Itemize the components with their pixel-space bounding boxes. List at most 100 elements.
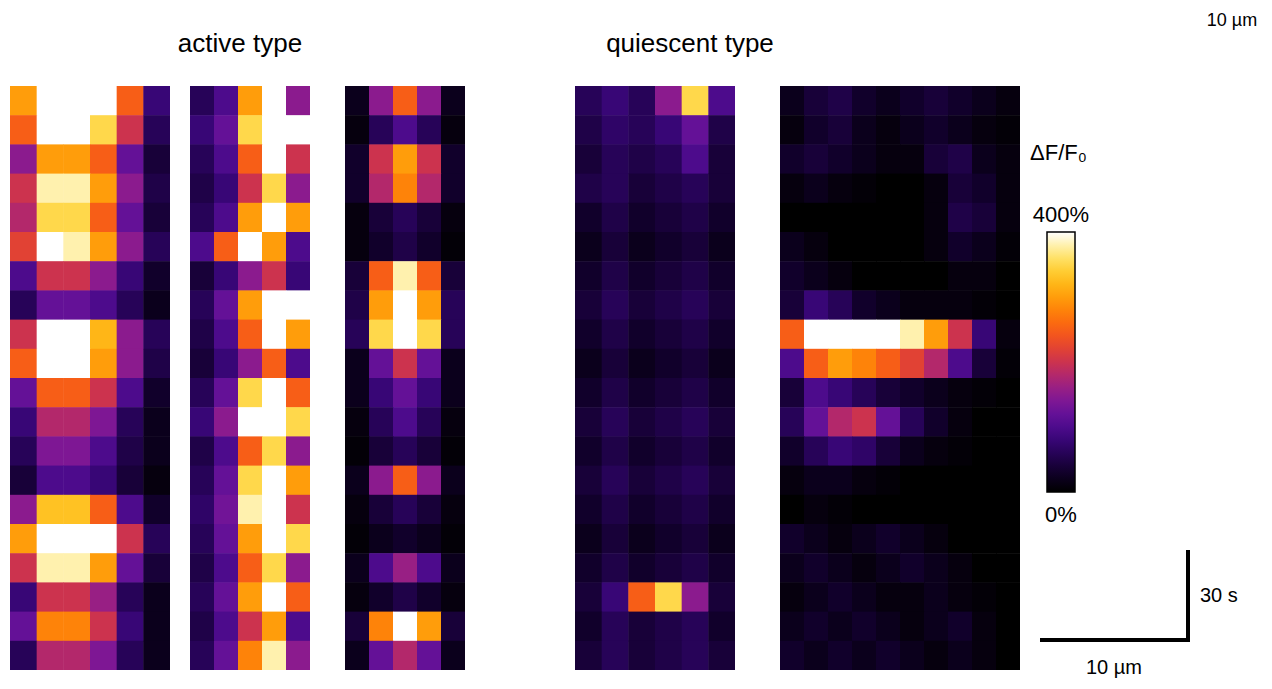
heatmap-cell — [37, 115, 64, 145]
heatmap-cell — [828, 612, 853, 642]
heatmap-cell — [996, 612, 1020, 642]
heatmap-cell — [90, 290, 117, 320]
heatmap-cell — [996, 641, 1020, 670]
heatmap-cell — [996, 232, 1020, 262]
heatmap-cell — [924, 115, 949, 145]
heatmap-cell — [90, 553, 117, 583]
heatmap-cell — [828, 524, 853, 554]
heatmap-cell — [417, 86, 442, 116]
heatmap-cell — [417, 553, 442, 583]
figure: active typequiescent typeΔF/F₀0%400%30 s… — [0, 0, 1272, 689]
heatmap-cell — [63, 349, 90, 379]
heatmap-cell — [900, 582, 925, 612]
heatmap-cell — [948, 144, 973, 174]
heatmap-cell — [63, 612, 90, 642]
heatmap-cell — [441, 495, 465, 525]
heatmap-cell — [214, 582, 239, 612]
heatmap-cell — [238, 261, 263, 291]
heatmap-cell — [286, 466, 310, 496]
heatmap-cell — [900, 553, 925, 583]
heatmap-cell — [37, 524, 64, 554]
heatmap-panel — [10, 86, 170, 670]
heatmap-cell — [948, 553, 973, 583]
heatmap-cell — [214, 436, 239, 466]
heatmap-cell — [628, 612, 655, 642]
heatmap-cell — [441, 641, 465, 670]
heatmap-cell — [876, 436, 901, 466]
heatmap-cell — [262, 582, 287, 612]
heatmap-cell — [369, 641, 394, 670]
heatmap-cell — [602, 407, 629, 437]
heatmap-cell — [63, 115, 90, 145]
heatmap-cell — [417, 232, 442, 262]
heatmap-cell — [602, 466, 629, 496]
heatmap-cell — [369, 174, 394, 204]
heatmap-cell — [143, 612, 170, 642]
heatmap-cell — [238, 203, 263, 233]
heatmap-cell — [369, 86, 394, 116]
heatmap-cell — [900, 144, 925, 174]
heatmap-cell — [214, 524, 239, 554]
heatmap-cell — [37, 349, 64, 379]
heatmap-cell — [286, 582, 310, 612]
heatmap-cell — [628, 174, 655, 204]
heatmap-cell — [575, 232, 602, 262]
heatmap-cell — [238, 524, 263, 554]
heatmap-cell — [996, 349, 1020, 379]
heatmap-cell — [238, 407, 263, 437]
heatmap-cell — [37, 641, 64, 670]
heatmap-cell — [828, 320, 853, 350]
heatmap-cell — [996, 582, 1020, 612]
heatmap-cell — [190, 86, 215, 116]
heatmap-cell — [117, 320, 144, 350]
heatmap-cell — [780, 524, 805, 554]
heatmap-cell — [417, 407, 442, 437]
heatmap-cell — [708, 232, 735, 262]
heatmap-cell — [876, 174, 901, 204]
heatmap-cell — [900, 612, 925, 642]
heatmap-cell — [924, 232, 949, 262]
heatmap-cell — [708, 290, 735, 320]
heatmap-cell — [90, 466, 117, 496]
heatmap-cell — [63, 174, 90, 204]
heatmap-cell — [602, 349, 629, 379]
heatmap-cell — [90, 261, 117, 291]
heatmap-cell — [804, 144, 829, 174]
heatmap-cell — [575, 436, 602, 466]
heatmap-cell — [948, 232, 973, 262]
heatmap-cell — [143, 582, 170, 612]
heatmap-cell — [345, 378, 370, 408]
heatmap-cell — [575, 466, 602, 496]
heatmap-cell — [924, 144, 949, 174]
heatmap-cell — [972, 553, 997, 583]
heatmap-cell — [262, 115, 287, 145]
heatmap-cell — [780, 407, 805, 437]
heatmap-cell — [117, 261, 144, 291]
heatmap-cell — [575, 203, 602, 233]
heatmap-cell — [924, 349, 949, 379]
heatmap-cell — [441, 407, 465, 437]
heatmap-cell — [708, 436, 735, 466]
heatmap-cell — [924, 261, 949, 291]
heatmap-cell — [393, 466, 418, 496]
heatmap-cell — [682, 320, 709, 350]
heatmap-cell — [90, 436, 117, 466]
heatmap-cell — [948, 378, 973, 408]
heatmap-cell — [948, 174, 973, 204]
heatmap-cell — [828, 203, 853, 233]
heatmap-cell — [238, 86, 263, 116]
heatmap-cell — [238, 349, 263, 379]
heatmap-cell — [780, 612, 805, 642]
heatmap-cell — [628, 466, 655, 496]
heatmap-cell — [214, 320, 239, 350]
heatmap-cell — [262, 232, 287, 262]
heatmap-cell — [628, 407, 655, 437]
heatmap-cell — [602, 612, 629, 642]
heatmap-cell — [628, 203, 655, 233]
heatmap-cell — [876, 582, 901, 612]
heatmap-cell — [393, 86, 418, 116]
heatmap-cell — [393, 641, 418, 670]
heatmap-cell — [828, 232, 853, 262]
heatmap-cell — [393, 436, 418, 466]
heatmap-cell — [876, 86, 901, 116]
